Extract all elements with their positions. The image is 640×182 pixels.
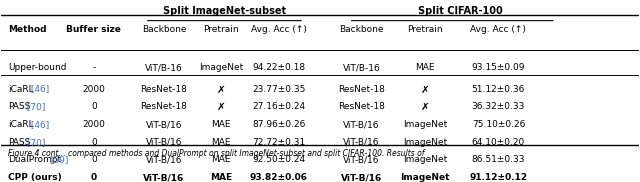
Text: 86.51±0.33: 86.51±0.33 bbox=[472, 155, 525, 165]
Text: 0: 0 bbox=[91, 102, 97, 111]
Text: ImageNet: ImageNet bbox=[401, 173, 450, 182]
Text: 2000: 2000 bbox=[83, 85, 105, 94]
Text: PASS: PASS bbox=[8, 102, 30, 111]
Text: PASS: PASS bbox=[8, 138, 30, 147]
Text: ResNet-18: ResNet-18 bbox=[140, 85, 188, 94]
Text: Avg. Acc (↑): Avg. Acc (↑) bbox=[470, 25, 526, 33]
Text: 75.10±0.26: 75.10±0.26 bbox=[472, 120, 525, 129]
Text: MAE: MAE bbox=[211, 155, 231, 165]
Text: 87.96±0.26: 87.96±0.26 bbox=[252, 120, 305, 129]
Text: 0: 0 bbox=[91, 138, 97, 147]
Text: ResNet-18: ResNet-18 bbox=[338, 102, 385, 111]
Text: 51.12±0.36: 51.12±0.36 bbox=[472, 85, 525, 94]
Text: 93.82±0.06: 93.82±0.06 bbox=[250, 173, 308, 182]
Text: 36.32±0.33: 36.32±0.33 bbox=[472, 102, 525, 111]
Text: Method: Method bbox=[8, 25, 46, 33]
Text: iCaRL: iCaRL bbox=[8, 85, 33, 94]
Text: ViT-B/16: ViT-B/16 bbox=[343, 155, 380, 165]
Text: 93.15±0.09: 93.15±0.09 bbox=[472, 63, 525, 72]
Text: ✗: ✗ bbox=[217, 85, 226, 95]
Text: Split CIFAR-100: Split CIFAR-100 bbox=[418, 6, 502, 16]
Text: Avg. Acc (↑): Avg. Acc (↑) bbox=[251, 25, 307, 33]
Text: CPP (ours): CPP (ours) bbox=[8, 173, 61, 182]
Text: 64.10±0.20: 64.10±0.20 bbox=[472, 138, 525, 147]
Text: ✗: ✗ bbox=[420, 102, 429, 112]
Text: 0: 0 bbox=[91, 155, 97, 165]
Text: ViT-B/16: ViT-B/16 bbox=[146, 120, 182, 129]
Text: 2000: 2000 bbox=[83, 120, 105, 129]
Text: ViT-B/16: ViT-B/16 bbox=[146, 138, 182, 147]
Text: ViT-B/16: ViT-B/16 bbox=[340, 173, 382, 182]
Text: Pretrain: Pretrain bbox=[204, 25, 239, 33]
Text: Backbone: Backbone bbox=[339, 25, 383, 33]
Text: ResNet-18: ResNet-18 bbox=[338, 85, 385, 94]
Text: 72.72±0.31: 72.72±0.31 bbox=[252, 138, 305, 147]
Text: ImageNet: ImageNet bbox=[403, 155, 447, 165]
Text: 94.22±0.18: 94.22±0.18 bbox=[252, 63, 305, 72]
Text: Split ImageNet-subset: Split ImageNet-subset bbox=[163, 6, 286, 16]
Text: Pretrain: Pretrain bbox=[407, 25, 443, 33]
Text: ViT/B-16: ViT/B-16 bbox=[342, 63, 380, 72]
Text: [46]: [46] bbox=[28, 85, 49, 94]
Text: ViT-B/16: ViT-B/16 bbox=[143, 173, 184, 182]
Text: 91.12±0.12: 91.12±0.12 bbox=[469, 173, 527, 182]
Text: ImageNet: ImageNet bbox=[403, 138, 447, 147]
Text: DualPrompt: DualPrompt bbox=[8, 155, 61, 165]
Text: ViT-B/16: ViT-B/16 bbox=[343, 138, 380, 147]
Text: MAE: MAE bbox=[211, 138, 231, 147]
Text: 92.50±0.24: 92.50±0.24 bbox=[252, 155, 305, 165]
Text: 27.16±0.24: 27.16±0.24 bbox=[252, 102, 305, 111]
Text: ResNet-18: ResNet-18 bbox=[140, 102, 188, 111]
Text: ✗: ✗ bbox=[420, 85, 429, 95]
Text: Buffer size: Buffer size bbox=[67, 25, 121, 33]
Text: ImageNet: ImageNet bbox=[403, 120, 447, 129]
Text: MAE: MAE bbox=[210, 173, 232, 182]
Text: ImageNet: ImageNet bbox=[199, 63, 243, 72]
Text: ✗: ✗ bbox=[217, 102, 226, 112]
Text: [59]: [59] bbox=[47, 155, 68, 165]
Text: -: - bbox=[92, 63, 95, 72]
Text: 0: 0 bbox=[91, 173, 97, 182]
Text: [70]: [70] bbox=[24, 138, 45, 147]
Text: Backbone: Backbone bbox=[141, 25, 186, 33]
Text: MAE: MAE bbox=[211, 120, 231, 129]
Text: [70]: [70] bbox=[24, 102, 45, 111]
Text: ViT-B/16: ViT-B/16 bbox=[146, 155, 182, 165]
Text: Figure 4 cont... compared methods and DualPrompt on split ImageNet-subset and sp: Figure 4 cont... compared methods and Du… bbox=[8, 149, 424, 158]
Text: [46]: [46] bbox=[28, 120, 49, 129]
Text: ViT/B-16: ViT/B-16 bbox=[145, 63, 183, 72]
Text: Upper-bound: Upper-bound bbox=[8, 63, 67, 72]
Text: MAE: MAE bbox=[415, 63, 435, 72]
Text: iCaRL: iCaRL bbox=[8, 120, 33, 129]
Text: 23.77±0.35: 23.77±0.35 bbox=[252, 85, 305, 94]
Text: ViT-B/16: ViT-B/16 bbox=[343, 120, 380, 129]
